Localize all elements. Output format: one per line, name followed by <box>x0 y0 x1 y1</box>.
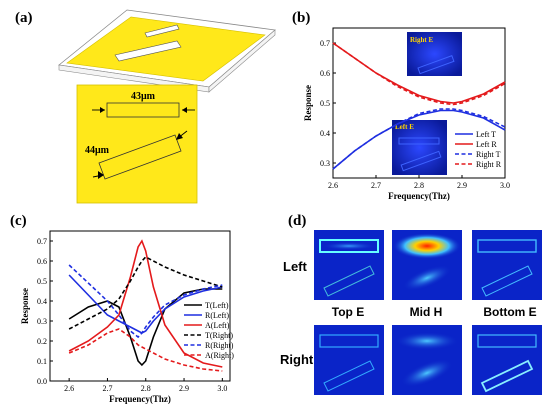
panel-label-c: (c) <box>10 213 27 229</box>
inset-right-e-slot <box>417 55 455 75</box>
x-tick-label: 2.6 <box>328 181 338 190</box>
chart-b: Right E Left E 2.6 2.7 2.8 2.9 3.0 0.3 0.4 0.5 0.… <box>303 27 510 201</box>
legend-label: Right R <box>476 160 502 169</box>
x-tick-label: 2.7 <box>371 181 381 190</box>
x-tick-label: 3.0 <box>500 181 510 190</box>
y-tick-label: 0.3 <box>37 317 47 326</box>
col-label-mid-h: Mid H <box>409 305 443 319</box>
slot-bottom <box>114 40 182 62</box>
chart-c: 2.6 2.7 2.8 2.9 3.0 0.0 0.1 0.2 0.3 0.4 0.5 0.6 0.7 F… <box>20 230 234 404</box>
y-tick-label: 0.6 <box>37 257 47 266</box>
y-tick-label: 0.5 <box>37 277 47 286</box>
legend-label: A(Left) <box>205 321 230 330</box>
y-tick-label: 0.6 <box>320 69 330 78</box>
plot-frame <box>49 230 231 382</box>
x-tick-label: 2.9 <box>179 384 189 393</box>
field-map-left-top-e <box>314 230 384 300</box>
legend-label: A(Right) <box>205 351 234 360</box>
legend-label: T(Right) <box>205 331 233 340</box>
inset-left-e-slot-2 <box>400 150 442 172</box>
field-map-right-top-e <box>314 325 384 395</box>
y-axis-title: Response <box>303 85 313 121</box>
y-tick-label: 0.7 <box>37 237 47 246</box>
panel-label-d: (d) <box>288 213 307 229</box>
field-map-left-bottom-e <box>472 230 542 300</box>
schematic-diagram: 43μm 44μm <box>58 9 276 204</box>
slot-top <box>144 24 180 38</box>
col-label-bottom-e: Bottom E <box>483 305 537 319</box>
series-line-right-r <box>332 42 506 106</box>
field-map-left-mid-h <box>392 230 462 300</box>
y-tick-label: 0.2 <box>37 337 47 346</box>
legend-label: R(Right) <box>205 341 234 350</box>
x-tick-label: 3.0 <box>217 384 227 393</box>
inset-left-e-slot-1 <box>398 137 440 145</box>
series-line-right-t <box>332 108 506 170</box>
top-slab-right <box>208 29 276 93</box>
y-tick-label: 0.3 <box>320 159 330 168</box>
col-label-top-e: Top E <box>331 305 365 319</box>
field-map-right-bottom-e <box>472 325 542 395</box>
dimension-label-1: 43μm <box>131 91 156 102</box>
y-tick-label: 0.1 <box>37 357 47 366</box>
series-line-a-left- <box>68 239 223 368</box>
legend-label: Left R <box>476 140 497 149</box>
legend-label: Right T <box>476 150 501 159</box>
x-tick-label: 2.8 <box>141 384 151 393</box>
series-line-t-right- <box>68 256 223 330</box>
inset-left-e-label: Left E <box>395 123 414 131</box>
row-label-left: Left <box>283 259 307 274</box>
x-tick-label: 2.9 <box>457 181 467 190</box>
x-tick-label: 2.8 <box>414 181 424 190</box>
x-tick-label: 2.6 <box>64 384 74 393</box>
series-line-a-right- <box>68 328 223 372</box>
y-axis-title: Response <box>20 288 30 324</box>
panel-label-a: (a) <box>15 10 33 26</box>
tilted-slot <box>98 134 182 180</box>
legend-label: T(Left) <box>205 301 229 310</box>
panel-label-b: (b) <box>292 10 311 26</box>
y-tick-label: 0.4 <box>37 297 47 306</box>
x-axis-title: Frequency(Thz) <box>109 394 171 404</box>
series-line-r-right- <box>68 264 223 339</box>
x-tick-label: 2.7 <box>102 384 112 393</box>
field-map-right-mid-h <box>392 325 462 395</box>
inset-right-e-label: Right E <box>410 36 433 44</box>
y-tick-label: 0.0 <box>37 377 47 386</box>
x-axis-title: Frequency(Thz) <box>388 191 450 201</box>
legend-label: Left T <box>476 130 496 139</box>
legend-label: R(Left) <box>205 311 229 320</box>
y-tick-label: 0.7 <box>320 39 330 48</box>
dimension-label-2: 44μm <box>85 145 110 156</box>
row-label-right: Right <box>280 352 314 367</box>
horizontal-slot <box>106 102 180 118</box>
y-tick-label: 0.5 <box>320 99 330 108</box>
y-tick-label: 0.4 <box>320 129 330 138</box>
